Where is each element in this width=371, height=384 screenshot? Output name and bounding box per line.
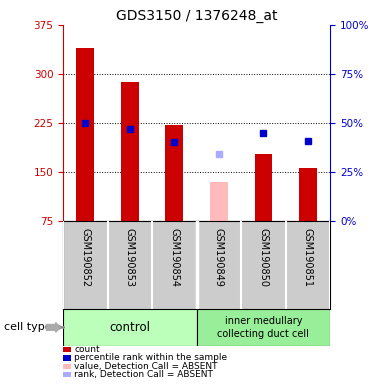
Bar <box>255 154 272 221</box>
Text: count: count <box>74 345 100 354</box>
Bar <box>197 309 330 346</box>
Bar <box>121 83 139 221</box>
Text: control: control <box>109 321 150 334</box>
Text: GSM190854: GSM190854 <box>170 228 179 287</box>
Text: GSM190853: GSM190853 <box>125 228 135 287</box>
Text: GSM190851: GSM190851 <box>303 228 313 287</box>
Text: percentile rank within the sample: percentile rank within the sample <box>74 353 227 362</box>
Text: cell type: cell type <box>4 322 51 333</box>
Text: GSM190849: GSM190849 <box>214 228 224 287</box>
Text: inner medullary
collecting duct cell: inner medullary collecting duct cell <box>217 316 309 339</box>
Bar <box>210 182 228 221</box>
Bar <box>299 168 317 221</box>
Bar <box>63 309 197 346</box>
Text: GSM190852: GSM190852 <box>81 228 90 287</box>
Text: value, Detection Call = ABSENT: value, Detection Call = ABSENT <box>74 362 218 371</box>
Bar <box>76 48 94 221</box>
Text: rank, Detection Call = ABSENT: rank, Detection Call = ABSENT <box>74 370 213 379</box>
Text: GSM190850: GSM190850 <box>259 228 268 287</box>
Title: GDS3150 / 1376248_at: GDS3150 / 1376248_at <box>116 8 278 23</box>
Bar <box>165 125 183 221</box>
